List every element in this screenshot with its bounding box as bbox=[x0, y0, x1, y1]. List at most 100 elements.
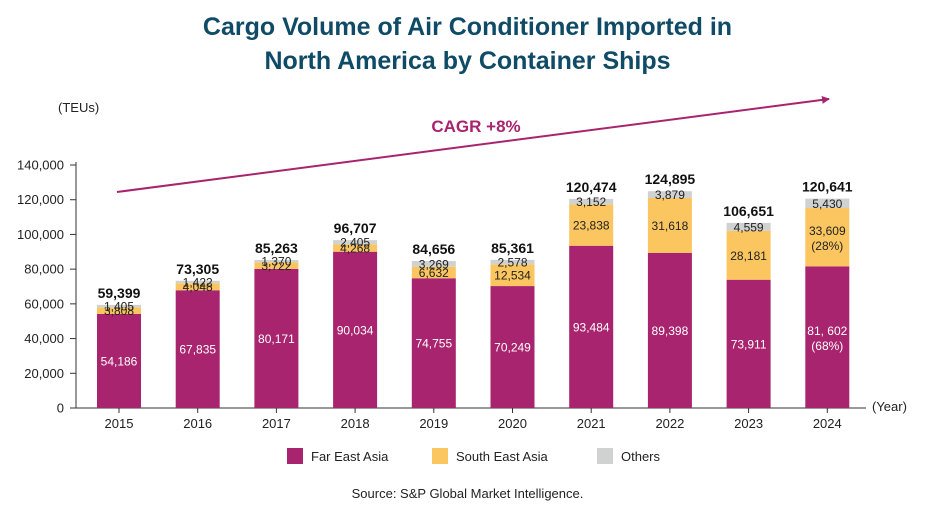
data-label: 4,559 bbox=[734, 220, 764, 234]
total-label: 120,474 bbox=[566, 179, 617, 195]
x-tick-label: 2024 bbox=[813, 416, 842, 431]
data-label: 3,808 bbox=[104, 304, 134, 318]
chart-title: Cargo Volume of Air Conditioner Imported… bbox=[0, 10, 935, 78]
data-label: 3,269 bbox=[419, 257, 449, 271]
data-label: 33,609 bbox=[809, 224, 846, 238]
bar-segment bbox=[569, 204, 614, 246]
data-label: 12,534 bbox=[494, 269, 531, 283]
data-label: 80,171 bbox=[258, 332, 295, 346]
x-tick-label: 2015 bbox=[105, 416, 134, 431]
data-label: 2,405 bbox=[340, 236, 370, 250]
data-label: 23,838 bbox=[573, 219, 610, 233]
bar-segment bbox=[490, 286, 535, 408]
legend-swatch bbox=[597, 448, 613, 464]
bar-segment bbox=[175, 283, 220, 291]
y-tick-label: 20,000 bbox=[24, 366, 64, 381]
bar-segment bbox=[726, 279, 771, 408]
data-label: 4,268 bbox=[340, 242, 370, 256]
bar-segment bbox=[175, 290, 220, 408]
data-label: 1,405 bbox=[104, 300, 134, 314]
x-axis-label: (Year) bbox=[872, 399, 907, 414]
y-tick-label: 60,000 bbox=[24, 296, 64, 311]
total-label: 106,651 bbox=[723, 203, 774, 219]
data-label: 1,422 bbox=[183, 275, 213, 289]
cagr-arrow bbox=[116, 95, 830, 193]
bar-segment bbox=[805, 198, 850, 209]
y-tick-label: 100,000 bbox=[17, 227, 64, 242]
total-label: 59,399 bbox=[98, 285, 141, 301]
y-tick-label: 80,000 bbox=[24, 262, 64, 277]
bar-segment bbox=[647, 197, 692, 253]
y-tick-label: 140,000 bbox=[17, 158, 64, 173]
bar-segment bbox=[490, 259, 535, 265]
data-label-share: (28%) bbox=[811, 239, 843, 253]
bar-segment bbox=[97, 304, 141, 308]
legend-swatch bbox=[287, 448, 303, 464]
x-tick-label: 2022 bbox=[655, 416, 684, 431]
bar-segment bbox=[726, 230, 771, 280]
bar-segment bbox=[647, 252, 692, 408]
chart-title-line-1: Cargo Volume of Air Conditioner Imported… bbox=[202, 13, 733, 41]
bar-segment bbox=[569, 245, 614, 408]
data-label: 74,755 bbox=[415, 337, 452, 351]
bar-segment bbox=[411, 278, 456, 408]
data-label: 67,835 bbox=[179, 343, 216, 357]
data-label: 5,430 bbox=[812, 197, 842, 211]
bar-segment bbox=[333, 244, 378, 252]
data-label: 90,034 bbox=[337, 323, 374, 337]
data-label: 70,249 bbox=[494, 341, 531, 355]
bar-segment bbox=[411, 261, 456, 267]
x-tick-label: 2016 bbox=[183, 416, 212, 431]
cagr-annotation: CAGR +8% bbox=[431, 117, 520, 136]
bar-segment bbox=[647, 191, 692, 198]
bar-segment bbox=[569, 198, 614, 205]
data-label: 6,632 bbox=[419, 266, 449, 280]
data-label-share: (68%) bbox=[811, 339, 843, 353]
legend-label: South East Asia bbox=[456, 449, 549, 464]
bar-segment bbox=[333, 240, 378, 245]
legend-label: Others bbox=[621, 449, 661, 464]
chart-title-line-2: North America by Container Ships bbox=[264, 47, 671, 75]
data-label: 54,186 bbox=[101, 354, 138, 368]
total-label: 73,305 bbox=[176, 261, 219, 277]
bar-segment bbox=[333, 251, 378, 408]
x-tick-label: 2023 bbox=[734, 416, 763, 431]
data-label: 3,879 bbox=[655, 188, 685, 202]
total-label: 85,263 bbox=[255, 240, 298, 256]
bar-segment bbox=[805, 208, 850, 267]
bar-segment bbox=[97, 307, 141, 314]
y-tick-label: 0 bbox=[57, 401, 64, 416]
bar-segment bbox=[254, 262, 299, 269]
data-label: 2,578 bbox=[497, 256, 527, 270]
legend: Far East Asia South East Asia Others bbox=[287, 448, 661, 464]
source-note: Source: S&P Global Market Intelligence. bbox=[351, 486, 584, 501]
total-label: 85,361 bbox=[491, 240, 534, 256]
data-label: 1,370 bbox=[261, 255, 291, 269]
data-label: 93,484 bbox=[573, 320, 610, 334]
bar-segment bbox=[97, 313, 141, 408]
data-label: 3,152 bbox=[576, 195, 606, 209]
data-label: 31,618 bbox=[652, 219, 689, 233]
total-label: 96,707 bbox=[334, 220, 377, 236]
bar-segment bbox=[411, 266, 456, 279]
total-label: 84,656 bbox=[412, 241, 455, 257]
total-label: 120,641 bbox=[802, 179, 853, 195]
data-label: 89,398 bbox=[652, 324, 689, 338]
x-tick-label: 2017 bbox=[262, 416, 291, 431]
legend-label: Far East Asia bbox=[311, 449, 389, 464]
bar-segment bbox=[490, 264, 535, 287]
bar-segment bbox=[254, 260, 299, 263]
bar-segment bbox=[254, 268, 299, 408]
bar-segment bbox=[805, 266, 850, 408]
data-label: 3,722 bbox=[261, 259, 291, 273]
data-label: 81, 602 bbox=[807, 324, 847, 338]
data-label: 73,911 bbox=[731, 337, 767, 351]
y-tick-label: 40,000 bbox=[24, 331, 64, 346]
y-axis-ticks: 0 20,000 40,000 60,000 80,000 100,000 120,000 1… bbox=[17, 158, 76, 416]
x-tick-label: 2018 bbox=[341, 416, 370, 431]
x-tick-label: 2019 bbox=[419, 416, 448, 431]
total-label: 124,895 bbox=[645, 171, 696, 187]
bar-segment bbox=[726, 222, 771, 231]
